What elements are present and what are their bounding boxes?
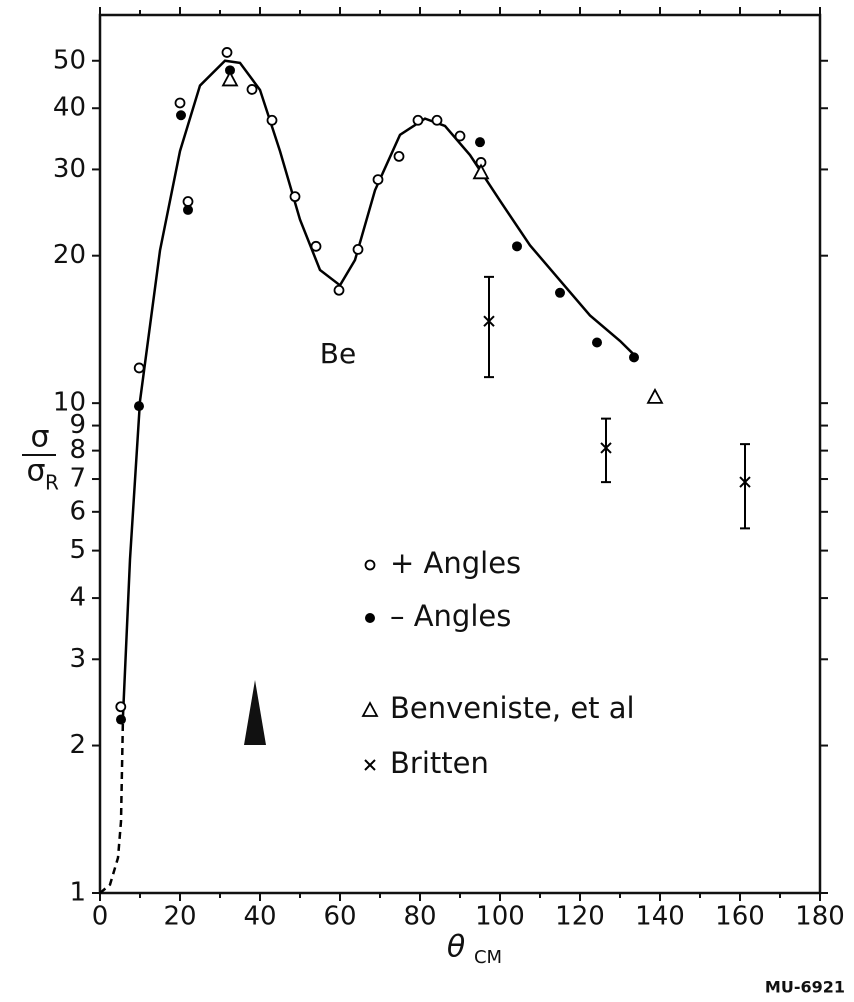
y-label-denominator: σ bbox=[26, 454, 45, 489]
x-tick-label: 0 bbox=[92, 902, 109, 932]
data-point bbox=[592, 337, 602, 348]
y-tick-label: 10 bbox=[53, 388, 86, 418]
legend-marker bbox=[365, 613, 375, 623]
data-point bbox=[739, 476, 751, 488]
x-tick-label: 120 bbox=[555, 902, 605, 932]
y-tick-label: 3 bbox=[69, 644, 86, 674]
data-point bbox=[412, 114, 424, 126]
y-tick-label: 8 bbox=[69, 435, 86, 465]
data-point bbox=[182, 196, 194, 207]
legend-label: + Angles bbox=[390, 546, 521, 580]
legend-marker bbox=[364, 559, 376, 571]
data-point bbox=[266, 114, 278, 126]
y-label-numerator: σ bbox=[30, 420, 49, 455]
data-point bbox=[246, 84, 258, 95]
figure-id: MU-6921 bbox=[765, 978, 845, 997]
error-bar bbox=[484, 275, 494, 379]
data-point bbox=[512, 241, 522, 252]
data-point bbox=[133, 362, 145, 374]
error-bar bbox=[601, 417, 611, 484]
data-point bbox=[310, 240, 322, 252]
fit-curve bbox=[99, 715, 125, 894]
y-tick-label: 4 bbox=[69, 583, 86, 613]
data-point bbox=[372, 174, 384, 186]
x-tick-label: 140 bbox=[635, 902, 685, 932]
y-tick-label: 7 bbox=[69, 464, 86, 494]
x-tick-label: 100 bbox=[475, 902, 525, 932]
data-point bbox=[352, 244, 364, 255]
fit-curve bbox=[121, 59, 636, 716]
data-point bbox=[472, 163, 490, 180]
data-point bbox=[475, 137, 485, 148]
data-point bbox=[646, 387, 664, 404]
data-point bbox=[174, 97, 186, 109]
x-tick-label: 160 bbox=[715, 902, 765, 932]
legend-marker bbox=[361, 701, 379, 717]
y-tick-label: 1 bbox=[69, 878, 86, 908]
data-point bbox=[483, 315, 495, 327]
x-tick-label: 20 bbox=[163, 902, 196, 932]
y-tick-label: 20 bbox=[53, 240, 86, 270]
data-point bbox=[183, 204, 193, 215]
data-point bbox=[393, 150, 405, 162]
data-point bbox=[221, 70, 239, 87]
data-point bbox=[134, 401, 144, 412]
data-point bbox=[333, 284, 345, 296]
x-tick-label: 180 bbox=[795, 902, 845, 932]
y-tick-label: 9 bbox=[69, 410, 86, 440]
data-point bbox=[431, 114, 443, 126]
legend-marker bbox=[364, 759, 376, 771]
y-tick-label: 30 bbox=[53, 154, 86, 184]
y-label-subscript: R bbox=[45, 471, 59, 495]
data-point bbox=[115, 701, 127, 713]
y-tick-label: 40 bbox=[53, 93, 86, 123]
data-point bbox=[629, 352, 639, 363]
data-point bbox=[555, 287, 565, 298]
data-point bbox=[116, 714, 126, 725]
data-point bbox=[221, 47, 233, 58]
error-bar bbox=[740, 443, 750, 530]
data-point bbox=[176, 110, 186, 121]
data-point bbox=[225, 65, 235, 76]
data-point bbox=[454, 130, 466, 142]
x-label: θ bbox=[447, 930, 465, 965]
y-tick-label: 6 bbox=[69, 496, 86, 526]
data-point bbox=[600, 442, 612, 454]
x-tick-label: 40 bbox=[243, 902, 276, 932]
x-tick-label: 60 bbox=[323, 902, 356, 932]
x-tick-label: 80 bbox=[403, 902, 436, 932]
x-label-subscript: CM bbox=[474, 947, 502, 968]
legend-label: – Angles bbox=[390, 599, 511, 633]
data-point bbox=[289, 191, 301, 203]
arrow-marker bbox=[244, 680, 266, 745]
legend-label: Britten bbox=[390, 746, 489, 780]
y-tick-label: 5 bbox=[69, 535, 86, 565]
legend-label: Benveniste, et al bbox=[390, 691, 635, 725]
annotation: Be bbox=[320, 337, 356, 370]
y-tick-label: 2 bbox=[69, 730, 86, 760]
y-tick-label: 50 bbox=[53, 45, 86, 75]
